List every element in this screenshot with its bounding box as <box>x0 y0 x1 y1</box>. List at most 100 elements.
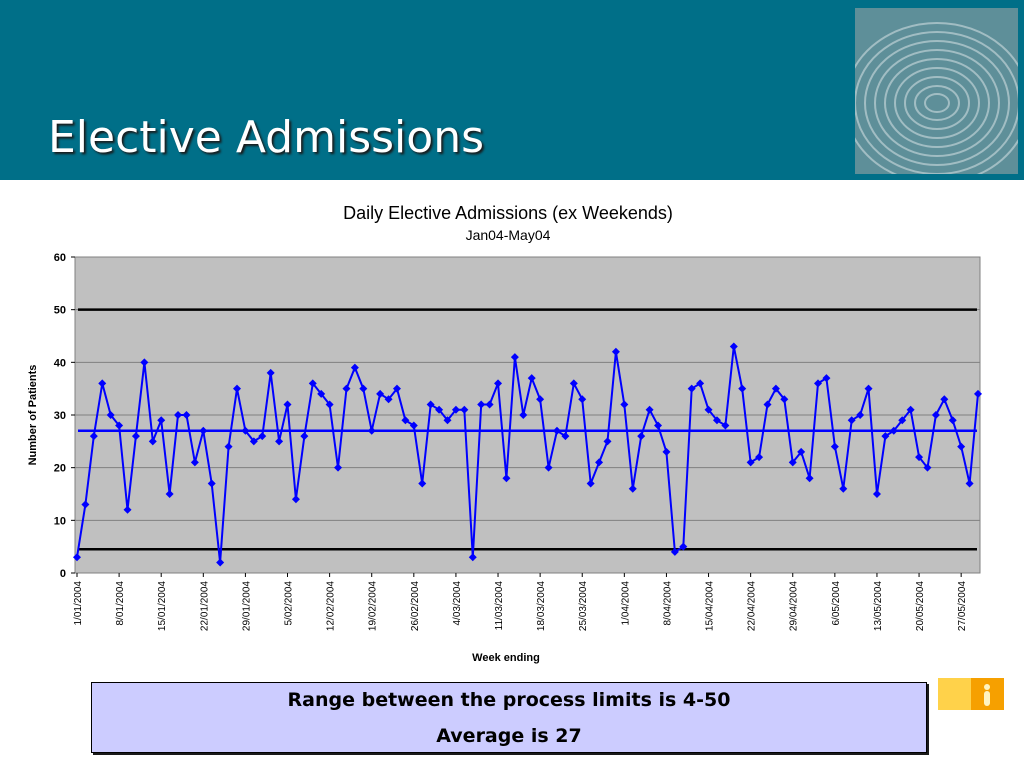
x-tick-label: 20/05/2004 <box>915 581 926 631</box>
admissions-series-line <box>76 346 979 563</box>
data-point <box>249 437 258 446</box>
data-point <box>258 432 267 441</box>
data-point <box>207 479 216 488</box>
data-point <box>881 432 890 441</box>
data-point <box>443 416 452 425</box>
data-point <box>637 432 646 441</box>
data-point <box>940 395 949 404</box>
data-point <box>805 474 814 483</box>
data-point <box>123 505 132 514</box>
data-point <box>392 384 401 393</box>
data-point <box>974 389 982 398</box>
data-point <box>451 405 460 414</box>
data-point <box>115 421 124 430</box>
data-point <box>241 426 250 435</box>
data-point <box>510 353 519 362</box>
data-point <box>864 384 873 393</box>
data-point <box>300 432 309 441</box>
x-tick-label: 13/05/2004 <box>873 581 884 631</box>
data-point <box>923 463 932 472</box>
data-point <box>771 384 780 393</box>
x-tick-label: 1/04/2004 <box>620 581 631 626</box>
y-tick-label: 40 <box>54 357 66 369</box>
x-tick-label: 1/01/2004 <box>73 581 84 626</box>
data-point <box>89 432 98 441</box>
data-point <box>645 405 654 414</box>
data-point <box>384 395 393 404</box>
fingerprint-icon <box>855 8 1018 174</box>
data-point <box>190 458 199 467</box>
data-point <box>797 447 806 456</box>
x-tick-label: 27/05/2004 <box>957 581 968 631</box>
data-point <box>679 542 688 551</box>
data-point <box>595 458 604 467</box>
data-point <box>654 421 663 430</box>
data-point <box>106 411 115 419</box>
data-point <box>494 379 503 388</box>
x-tick-label: 11/03/2004 <box>494 581 505 631</box>
data-point <box>898 416 907 425</box>
x-axis-label: Week ending <box>472 652 540 664</box>
data-point <box>670 547 679 556</box>
data-point <box>216 558 225 567</box>
data-point <box>426 400 435 409</box>
reference-lines <box>78 308 977 551</box>
data-point <box>763 400 772 409</box>
data-point <box>334 463 343 472</box>
data-point <box>822 374 831 383</box>
data-point <box>165 490 174 498</box>
data-point <box>317 389 326 398</box>
data-point <box>620 400 629 409</box>
admissions-chart: Daily Elective Admissions (ex Weekends) … <box>27 203 982 664</box>
x-tick-label: 26/02/2004 <box>410 581 421 631</box>
data-point <box>814 379 823 388</box>
y-tick-label: 20 <box>54 463 66 475</box>
person-logo-icon <box>938 678 1004 710</box>
data-point <box>477 400 486 409</box>
data-point <box>199 426 208 435</box>
data-point <box>839 484 848 493</box>
data-point <box>856 411 865 419</box>
data-point <box>224 442 233 451</box>
data-point <box>401 416 410 425</box>
data-point <box>73 553 81 562</box>
data-point <box>729 342 738 351</box>
chart-title: Daily Elective Admissions (ex Weekends) <box>343 203 673 223</box>
admissions-series-markers <box>73 342 982 567</box>
data-point <box>957 442 966 451</box>
x-tick-label: 25/03/2004 <box>578 581 589 631</box>
data-point <box>965 479 974 488</box>
data-point <box>915 453 924 462</box>
data-point <box>485 400 494 409</box>
data-point <box>738 384 747 393</box>
data-point <box>148 437 157 446</box>
data-point <box>131 432 140 441</box>
data-point <box>704 405 713 414</box>
x-tick-label: 8/01/2004 <box>115 581 126 626</box>
data-point <box>468 553 477 562</box>
x-tick-label: 22/04/2004 <box>747 581 758 631</box>
data-point <box>788 458 797 467</box>
data-point <box>552 426 561 435</box>
data-point <box>283 400 292 409</box>
data-point <box>140 358 149 367</box>
x-tick-label: 15/04/2004 <box>705 581 716 631</box>
data-point <box>342 384 351 393</box>
x-tick-label: 5/02/2004 <box>284 581 295 626</box>
data-point <box>712 416 721 425</box>
data-point <box>502 474 511 483</box>
data-point <box>544 463 553 472</box>
data-point <box>376 389 385 398</box>
x-tick-label: 29/04/2004 <box>789 581 800 631</box>
data-point <box>569 379 578 388</box>
process-limits-text: Range between the process limits is 4-50 <box>287 689 731 711</box>
x-tick-label: 6/05/2004 <box>831 581 842 626</box>
x-axis-ticks: 1/01/2004 8/01/2004 15/01/2004 22/01/2004 29… <box>73 573 968 631</box>
data-point <box>755 453 764 462</box>
data-point <box>628 484 637 493</box>
data-point <box>418 479 427 488</box>
y-axis-ticks: 0 10 20 30 40 50 60 <box>54 252 75 580</box>
data-point <box>308 379 317 388</box>
y-axis-label: Number of Patients <box>27 365 39 466</box>
x-tick-label: 8/04/2004 <box>662 581 673 626</box>
